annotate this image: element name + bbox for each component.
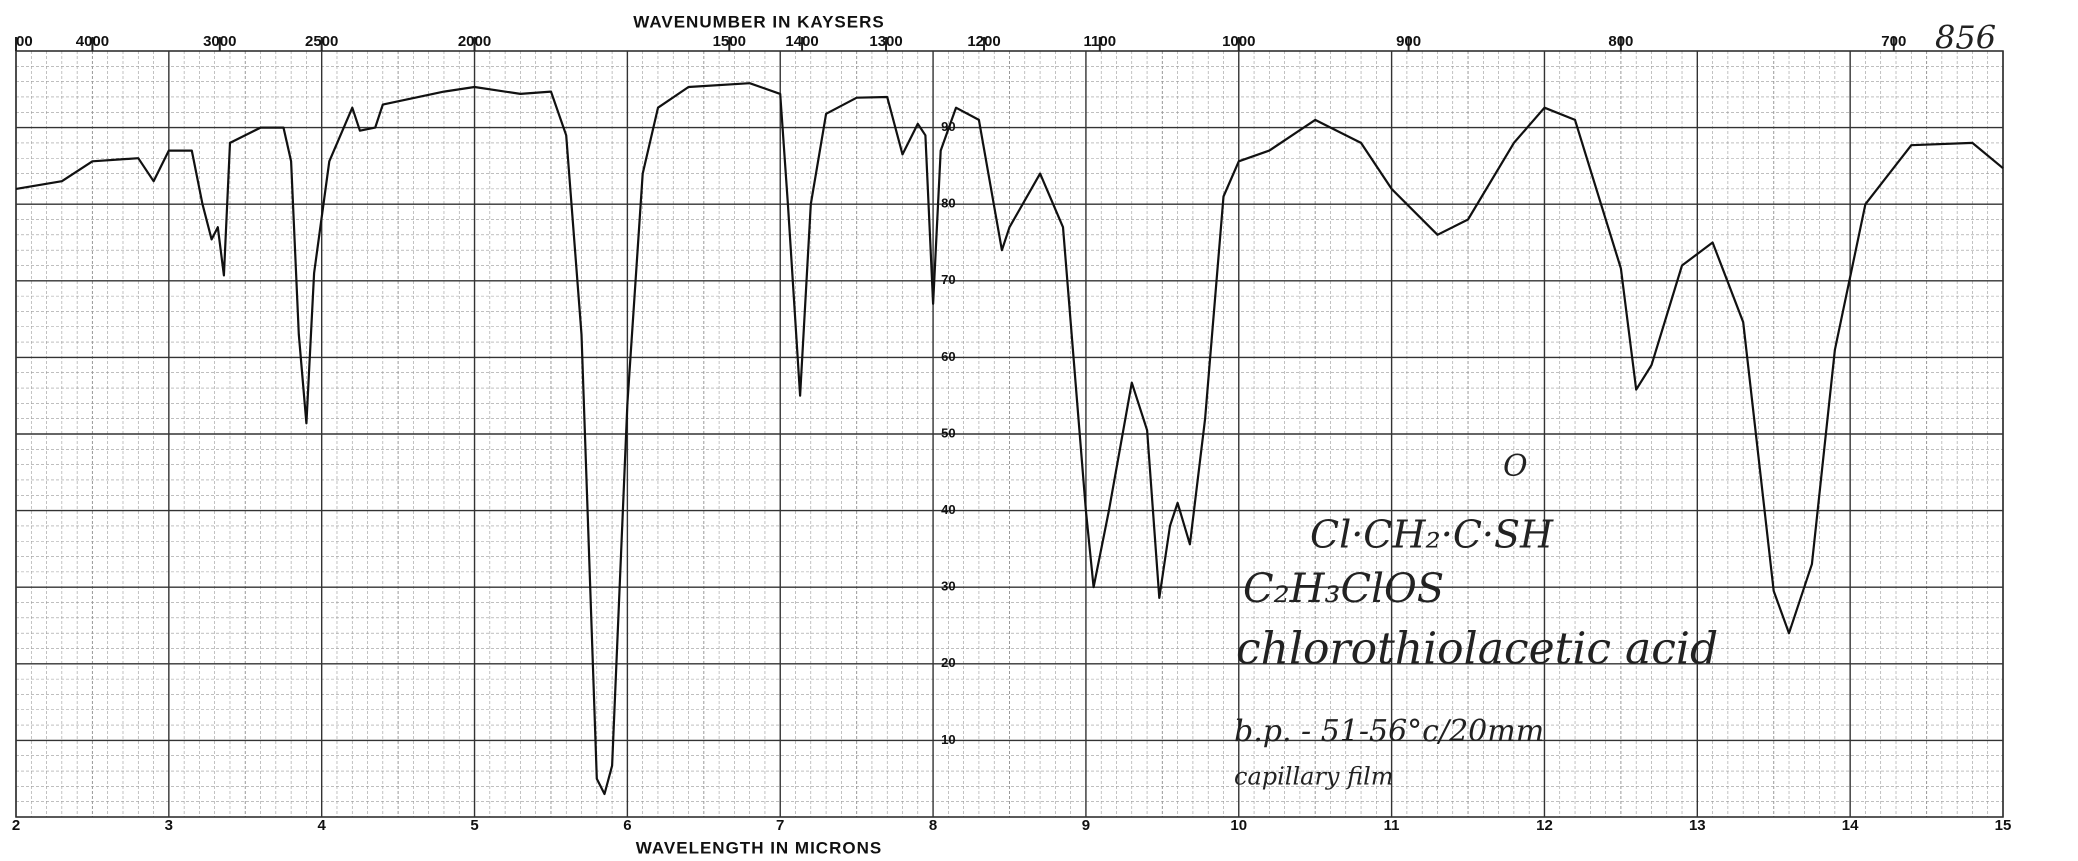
y-tick-label: 30 bbox=[941, 579, 955, 594]
annotation: O bbox=[1503, 449, 1528, 484]
spectrum-line bbox=[15, 82, 2004, 796]
x-tick-label: 9 bbox=[1082, 817, 1090, 834]
y-tick-label: 60 bbox=[941, 349, 955, 364]
x-tick-label: 4 bbox=[318, 817, 327, 834]
top-tick-label: 700 bbox=[1881, 33, 1906, 50]
x-tick-label: 5 bbox=[470, 817, 478, 834]
top-axis-title: WAVENUMBER IN KAYSERS bbox=[633, 12, 884, 31]
x-tick-label: 8 bbox=[929, 817, 937, 834]
x-tick-label: 3 bbox=[165, 817, 173, 834]
annotation: 856 bbox=[1935, 19, 1996, 57]
x-tick-label: 2 bbox=[12, 817, 20, 834]
top-tick-label: 800 bbox=[1608, 33, 1633, 50]
top-tick-label: 2000 bbox=[458, 33, 491, 50]
top-tick-label: 1100 bbox=[1084, 33, 1117, 50]
y-tick-label: 80 bbox=[941, 196, 955, 211]
y-tick-label: 20 bbox=[941, 655, 955, 670]
y-tick-label: 40 bbox=[941, 502, 955, 517]
annotation: capillary film bbox=[1234, 763, 1394, 791]
x-tick-label: 11 bbox=[1384, 817, 1400, 834]
y-tick-label: 50 bbox=[941, 425, 955, 440]
annotation: chlorothiolacetic acid bbox=[1236, 624, 1718, 675]
x-axis-title: WAVELENGTH IN MICRONS bbox=[636, 838, 882, 857]
top-tick-label: 1300 bbox=[869, 33, 902, 50]
annotation: b.p. - 51-56°c/20mm bbox=[1234, 714, 1544, 749]
annotation: Cl·CH₂·C·SH bbox=[1310, 513, 1554, 557]
x-tick-label: 12 bbox=[1536, 817, 1553, 834]
x-tick-label: 6 bbox=[623, 817, 631, 834]
y-tick-label: 70 bbox=[941, 272, 955, 287]
top-tick-label: 900 bbox=[1396, 33, 1421, 50]
x-tick-label: 10 bbox=[1230, 817, 1247, 834]
annotation: C₂H₃ClOS bbox=[1243, 566, 1444, 612]
x-tick-label: 13 bbox=[1689, 817, 1706, 834]
top-tick-label: 1000 bbox=[1222, 33, 1255, 50]
top-tick-label: 1200 bbox=[967, 33, 1000, 50]
x-tick-label: 14 bbox=[1842, 817, 1859, 834]
top-tick-label: 1400 bbox=[785, 33, 818, 50]
x-tick-label: 15 bbox=[1995, 817, 2012, 834]
top-tick-label: 3000 bbox=[203, 33, 236, 50]
top-tick-label: 1500 bbox=[713, 33, 746, 50]
x-tick-label: 7 bbox=[776, 817, 784, 834]
top-tick-label: 00 bbox=[16, 33, 33, 50]
top-tick-label: 2500 bbox=[305, 33, 338, 50]
y-tick-label: 10 bbox=[941, 732, 955, 747]
top-tick-label: 4000 bbox=[76, 33, 109, 50]
